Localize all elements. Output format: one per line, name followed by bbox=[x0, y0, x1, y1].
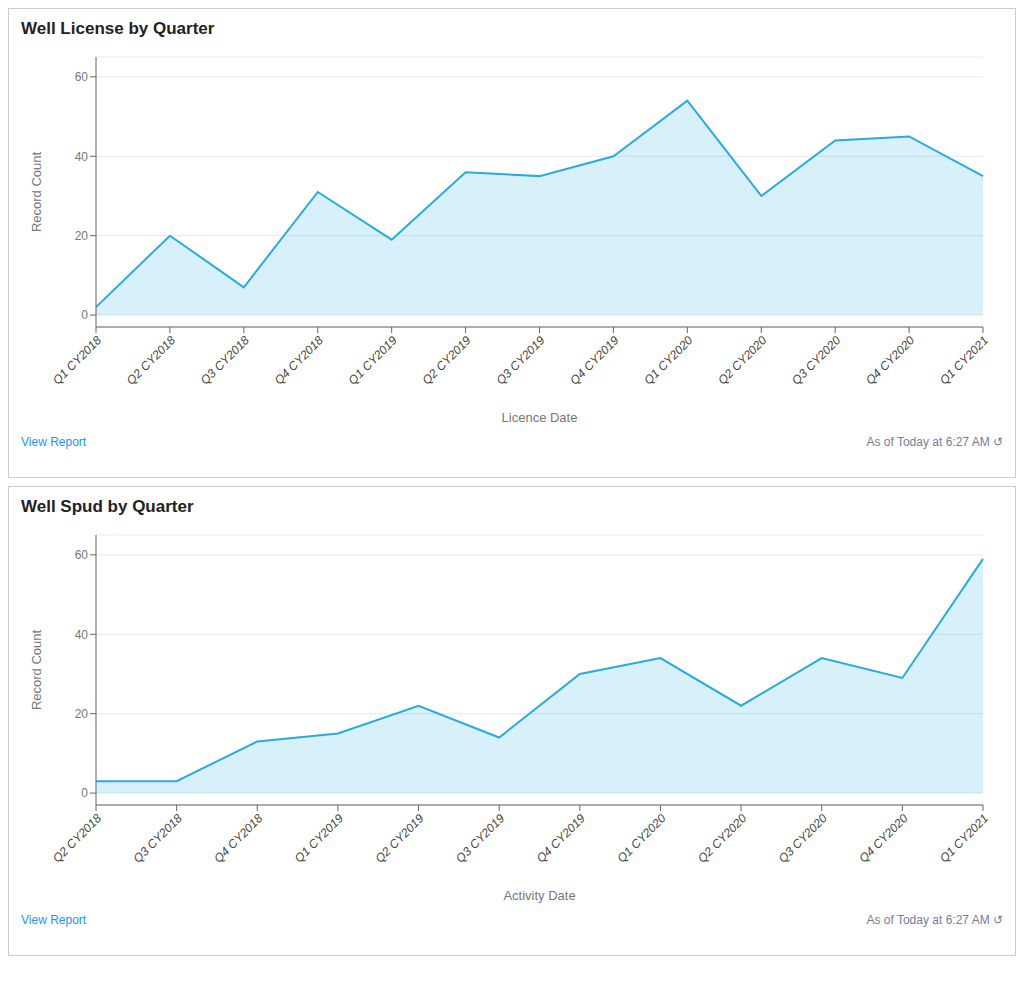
svg-text:40: 40 bbox=[75, 628, 89, 642]
svg-text:Activity Date: Activity Date bbox=[503, 888, 575, 903]
svg-text:60: 60 bbox=[75, 548, 89, 562]
html-text:As of Today at 6:27 AM ↺: As of Today at 6:27 AM ↺ bbox=[866, 435, 1003, 449]
svg-text:20: 20 bbox=[75, 707, 89, 721]
svg-text:Record Count: Record Count bbox=[29, 152, 44, 233]
svg-text:Q1 CY2018: Q1 CY2018 bbox=[50, 333, 104, 387]
svg-text:Q4 CY2020: Q4 CY2020 bbox=[863, 333, 917, 387]
svg-text:20: 20 bbox=[75, 229, 89, 243]
html-text:View Report: View Report bbox=[21, 435, 87, 449]
svg-text:Q4 CY2019: Q4 CY2019 bbox=[567, 333, 621, 387]
svg-text:Q2 CY2018: Q2 CY2018 bbox=[124, 333, 178, 387]
svg-text:Q3 CY2019: Q3 CY2019 bbox=[493, 333, 547, 387]
svg-text:Q3 CY2019: Q3 CY2019 bbox=[453, 811, 507, 865]
svg-text:Q1 CY2021: Q1 CY2021 bbox=[937, 811, 991, 865]
svg-text:Q2 CY2018: Q2 CY2018 bbox=[50, 811, 104, 865]
svg-text:40: 40 bbox=[75, 150, 89, 164]
html-text:As of Today at 6:27 AM ↺: As of Today at 6:27 AM ↺ bbox=[866, 913, 1003, 927]
svg-text:Q3 CY2020: Q3 CY2020 bbox=[776, 811, 830, 865]
html-text:Well Spud by Quarter: Well Spud by Quarter bbox=[21, 497, 194, 516]
svg-text:Licence Date: Licence Date bbox=[502, 410, 578, 425]
svg-text:Q4 CY2018: Q4 CY2018 bbox=[211, 811, 265, 865]
svg-text:Q1 CY2019: Q1 CY2019 bbox=[346, 333, 400, 387]
svg-text:Q1 CY2019: Q1 CY2019 bbox=[292, 811, 346, 865]
svg-text:Q2 CY2019: Q2 CY2019 bbox=[419, 333, 473, 387]
svg-text:Q1 CY2020: Q1 CY2020 bbox=[641, 333, 695, 387]
svg-text:Q1 CY2020: Q1 CY2020 bbox=[614, 811, 668, 865]
html-text:View Report: View Report bbox=[21, 913, 87, 927]
svg-text:Q4 CY2018: Q4 CY2018 bbox=[272, 333, 326, 387]
svg-text:Q3 CY2018: Q3 CY2018 bbox=[198, 333, 252, 387]
svg-text:0: 0 bbox=[81, 786, 88, 800]
svg-text:60: 60 bbox=[75, 70, 89, 84]
svg-text:Record Count: Record Count bbox=[29, 630, 44, 711]
svg-text:0: 0 bbox=[81, 308, 88, 322]
svg-text:Q2 CY2019: Q2 CY2019 bbox=[372, 811, 426, 865]
svg-text:Q4 CY2019: Q4 CY2019 bbox=[534, 811, 588, 865]
svg-text:Q4 CY2020: Q4 CY2020 bbox=[856, 811, 910, 865]
svg-text:Q3 CY2018: Q3 CY2018 bbox=[131, 811, 185, 865]
svg-text:Q2 CY2020: Q2 CY2020 bbox=[715, 333, 769, 387]
html-text:Well License by Quarter: Well License by Quarter bbox=[21, 19, 215, 38]
svg-text:Q3 CY2020: Q3 CY2020 bbox=[789, 333, 843, 387]
svg-text:Q2 CY2020: Q2 CY2020 bbox=[695, 811, 749, 865]
svg-text:Q1 CY2021: Q1 CY2021 bbox=[937, 333, 991, 387]
